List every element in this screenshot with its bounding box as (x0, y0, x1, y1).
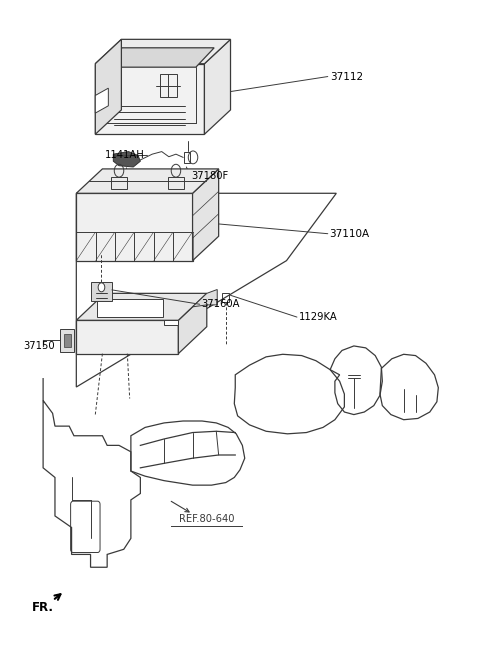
Polygon shape (96, 299, 163, 317)
Text: 1129KA: 1129KA (300, 312, 338, 322)
Polygon shape (96, 39, 121, 135)
Polygon shape (192, 289, 217, 307)
Polygon shape (204, 39, 230, 135)
Text: 37150: 37150 (23, 341, 55, 351)
Polygon shape (96, 63, 204, 135)
Polygon shape (192, 169, 219, 261)
Polygon shape (91, 282, 112, 302)
Polygon shape (76, 293, 207, 320)
Text: 37112: 37112 (330, 72, 363, 82)
Polygon shape (63, 334, 71, 347)
Circle shape (98, 283, 105, 292)
Text: 1141AH: 1141AH (106, 151, 145, 160)
Polygon shape (76, 169, 219, 193)
Polygon shape (60, 329, 74, 352)
Text: 37110A: 37110A (329, 228, 369, 239)
Polygon shape (104, 48, 214, 67)
Polygon shape (76, 320, 179, 354)
Polygon shape (96, 88, 108, 113)
Polygon shape (76, 193, 192, 261)
Text: FR.: FR. (32, 600, 54, 613)
Polygon shape (113, 151, 140, 167)
Text: 37160A: 37160A (201, 300, 240, 309)
Text: 37180F: 37180F (192, 171, 229, 181)
Polygon shape (96, 39, 230, 63)
Polygon shape (179, 293, 207, 354)
Polygon shape (164, 320, 179, 325)
Text: REF.80-640: REF.80-640 (179, 514, 235, 524)
